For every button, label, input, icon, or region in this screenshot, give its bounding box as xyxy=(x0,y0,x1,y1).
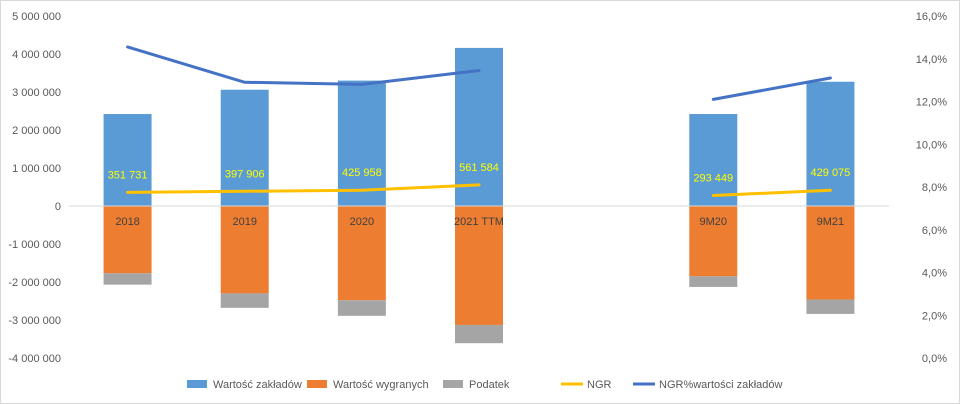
right-axis-tick: 14,0% xyxy=(916,54,947,66)
legend-label: Wartość zakładów xyxy=(213,379,302,391)
line-series xyxy=(126,45,832,198)
legend: Wartość zakładów Wartość wygranych Podatek… xyxy=(187,379,783,391)
bar-wartosc-wygranych xyxy=(806,206,855,300)
bar-wartosc-zakladow xyxy=(220,89,269,206)
ngr-percent-line xyxy=(711,76,832,101)
left-axis-tick: -3 000 000 xyxy=(8,315,61,327)
category-label: 2020 xyxy=(350,216,374,228)
bar-wartosc-zakladow xyxy=(689,114,738,206)
bar-wartosc-wygranych xyxy=(337,206,386,301)
bar-podatek xyxy=(689,276,738,287)
left-axis-tick: 0 xyxy=(55,201,61,213)
bar-podatek xyxy=(806,299,855,314)
bar-wartosc-wygranych xyxy=(689,206,738,277)
category-label: 9M20 xyxy=(700,216,728,228)
ngr-data-label: 351 731 xyxy=(108,169,148,181)
left-axis: -4 000 000 -3 000 000 -2 000 000 -1 000 000… xyxy=(8,11,61,365)
left-axis-tick: -2 000 000 xyxy=(8,277,61,289)
ngr-data-labels: 351 731 397 906 425 958 561 584 293 449 429 0… xyxy=(108,162,851,185)
bar-wartosc-zakladow xyxy=(337,80,386,206)
right-axis-tick: 12,0% xyxy=(916,97,947,109)
ngr-data-label: 293 449 xyxy=(693,173,733,185)
left-axis-tick: 3 000 000 xyxy=(12,87,61,99)
bar-podatek xyxy=(220,293,269,308)
left-axis-tick: 5 000 000 xyxy=(12,11,61,23)
ngr-data-label: 429 075 xyxy=(811,167,851,179)
right-axis-tick: 2,0% xyxy=(922,310,947,322)
ngr-data-label: 425 958 xyxy=(342,167,382,179)
category-label: 9M21 xyxy=(817,216,845,228)
ngr-percent-line xyxy=(126,45,481,86)
legend-label: Wartość wygranych xyxy=(333,379,429,391)
bar-wartosc-wygranych xyxy=(455,206,503,325)
category-label: 2018 xyxy=(115,216,139,228)
bar-series xyxy=(103,47,855,344)
right-axis: 0,0% 2,0% 4,0% 6,0% 8,0% 10,0% 12,0% 14,0% 16,0% xyxy=(916,11,947,365)
left-axis-tick: 4 000 000 xyxy=(12,49,61,61)
bar-wartosc-wygranych xyxy=(103,206,152,274)
left-axis-tick: -1 000 000 xyxy=(8,239,61,251)
bar-podatek xyxy=(337,300,386,316)
legend-swatch xyxy=(307,380,327,388)
legend-label: NGR xyxy=(587,379,612,391)
ngr-data-label: 397 906 xyxy=(225,168,265,180)
category-label: 2019 xyxy=(232,216,256,228)
bar-wartosc-zakladow xyxy=(455,47,503,206)
ngr-line xyxy=(711,188,832,198)
ngr-data-label: 561 584 xyxy=(459,162,499,174)
right-axis-tick: 8,0% xyxy=(922,182,947,194)
legend-label: Podatek xyxy=(469,379,510,391)
right-axis-tick: 0,0% xyxy=(922,353,947,365)
right-axis-tick: 10,0% xyxy=(916,139,947,151)
right-axis-tick: 16,0% xyxy=(916,11,947,23)
right-axis-tick: 4,0% xyxy=(922,268,947,280)
right-axis-tick: 6,0% xyxy=(922,225,947,237)
left-axis-tick: 2 000 000 xyxy=(12,125,61,137)
legend-swatch xyxy=(443,380,463,388)
bar-wartosc-zakladow xyxy=(103,114,152,206)
ngr-line xyxy=(126,183,481,194)
bar-wartosc-zakladow xyxy=(806,81,855,206)
bar-podatek xyxy=(103,273,152,285)
bar-wartosc-wygranych xyxy=(220,206,269,294)
left-axis-tick: 1 000 000 xyxy=(12,163,61,175)
left-axis-tick: -4 000 000 xyxy=(8,353,61,365)
legend-swatch xyxy=(187,380,207,388)
legend-label: NGR%wartości zakładów xyxy=(659,379,783,391)
bar-podatek xyxy=(455,324,503,344)
category-labels: 2018 2019 2020 2021 TTM 9M20 9M21 xyxy=(115,216,844,228)
category-label: 2021 TTM xyxy=(454,216,504,228)
